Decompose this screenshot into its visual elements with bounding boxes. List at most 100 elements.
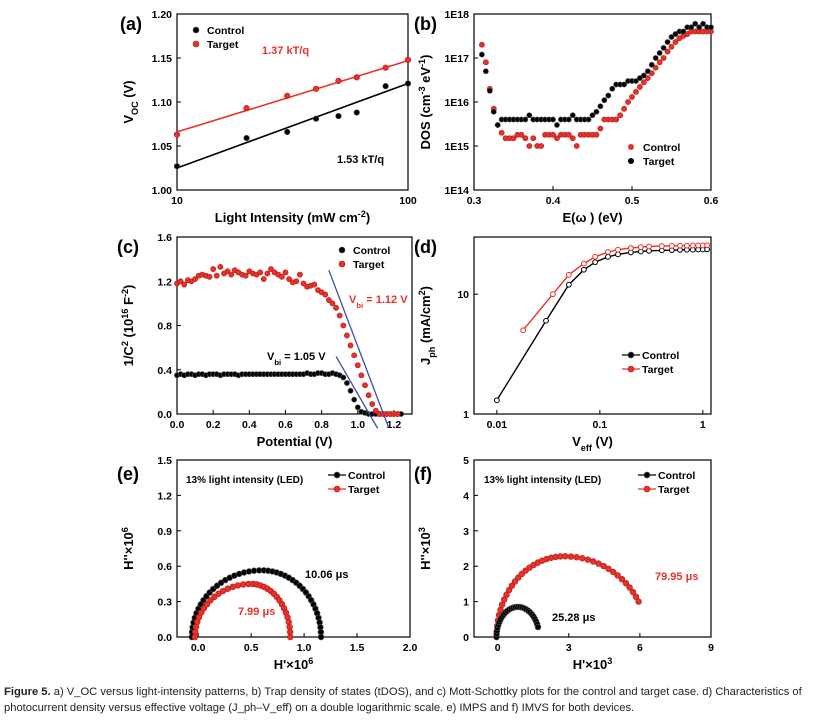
data-point-target <box>351 352 358 359</box>
data-point-target <box>365 392 372 399</box>
data-point-target <box>658 243 665 249</box>
panel-label: (b) <box>414 14 437 34</box>
data-point-target <box>210 266 217 272</box>
y-tick-label: 0.6 <box>157 561 172 573</box>
panel-b-tdos: 0.3 0.4 0.5 0.6 1E14 1E15 1E16 1E17 1E18 (b) E(ω )… <box>414 9 718 225</box>
data-point-control <box>656 50 663 56</box>
data-point-control <box>354 404 361 411</box>
data-point-target <box>333 304 339 311</box>
x-tick-label: 9 <box>708 642 714 654</box>
fit-line-target <box>328 269 390 428</box>
y-tick-label: 0.4 <box>157 365 172 377</box>
y-axis-label: 1/C2 (1016 F-2) <box>120 285 136 367</box>
panel-e-imps: 0.0 0.5 1.0 1.5 2.0 0.0 0.3 0.6 0.9 1.2 1.5 (e) H'×1… <box>117 455 417 672</box>
data-point-control <box>580 266 587 273</box>
x-tick-label: 1.0 <box>297 642 312 654</box>
y-tick-label: 1.5 <box>157 455 172 467</box>
data-point-target <box>335 77 342 84</box>
y-tick-label: 10 <box>457 289 469 301</box>
data-point-target <box>567 553 575 560</box>
data-point-target <box>615 246 621 253</box>
data-point-target <box>239 581 247 588</box>
x-axis-label: Light Intensity (mW cm-2) <box>215 209 370 225</box>
data-point-control <box>565 281 572 288</box>
x-tick-label: 3 <box>566 642 572 654</box>
y-tick-label: 0.0 <box>157 632 172 644</box>
data-point-control <box>534 623 542 631</box>
data-point-target <box>672 39 679 45</box>
y-axis-label: DOS (cm-3 eV-1) <box>417 55 433 150</box>
y-tick-label: 0.8 <box>157 321 172 333</box>
data-point-target <box>668 43 675 50</box>
data-point-target <box>311 281 318 288</box>
x-tick-label: 0.5 <box>244 642 259 654</box>
caption-text: a) V_OC versus light-intensity patterns,… <box>4 686 802 714</box>
x-tick-label: 2.0 <box>403 642 418 654</box>
data-point-target <box>312 85 320 92</box>
data-point-control <box>494 122 501 128</box>
y-tick-label: 3 <box>463 526 469 538</box>
data-point-control <box>522 116 529 123</box>
data-point-target <box>213 272 220 279</box>
x-tick-label: 0.6 <box>704 195 719 207</box>
data-point-target <box>629 588 637 596</box>
data-point-target <box>228 271 235 278</box>
legend-marker <box>628 144 634 150</box>
data-point-target <box>284 92 291 99</box>
data-point-target <box>206 273 213 280</box>
data-point-target <box>372 407 379 414</box>
data-point-target <box>177 278 184 285</box>
data-point-target <box>530 135 537 142</box>
data-point-control <box>353 109 360 116</box>
data-point-target <box>683 242 690 249</box>
x-tick-label: 0.01 <box>487 419 508 431</box>
annotation: 13% light intensity (LED) <box>186 475 303 486</box>
annotation: Vbi = 1.05 V <box>267 351 326 367</box>
x-axis-label: Potential (V) <box>257 434 333 449</box>
data-point-target <box>677 242 683 249</box>
y-tick-label: 5 <box>463 455 469 467</box>
y-tick-label: 2 <box>463 561 469 573</box>
data-point-target <box>293 278 300 285</box>
data-point-target <box>625 99 631 105</box>
data-point-control <box>592 259 599 266</box>
data-point-control <box>700 20 706 27</box>
data-point-target <box>689 242 696 249</box>
panel-c-mott-schottky: 0.0 0.2 0.4 0.6 0.8 1.0 1.2 0.0 0.4 0.8 1.2 1.6 (c) P… <box>117 232 413 449</box>
panel-d-jph-veff: 0.01 0.1 1 1 10 (d) Veff (V) Jph (mA/cm2) Contro… <box>414 236 712 453</box>
data-point-target <box>478 41 485 48</box>
y-tick-label: 1E16 <box>444 97 469 109</box>
y-tick-label: 1E17 <box>444 53 469 65</box>
data-point-target <box>593 131 600 138</box>
y-tick-label: 1.2 <box>157 276 172 288</box>
data-point-control <box>648 61 655 68</box>
data-point-target <box>569 135 576 142</box>
panel-f-imvs: 0 3 6 9 0 1 2 3 4 5 (f) H'×103 H''×103 13% light inte… <box>414 455 714 672</box>
data-point-target <box>704 242 711 249</box>
data-point-target <box>482 59 489 66</box>
data-point-target <box>340 322 347 329</box>
data-point-target <box>344 332 350 339</box>
x-axis-label: H'×103 <box>573 656 613 672</box>
legend-marker-control <box>333 471 341 479</box>
x-axis-label: Veff (V) <box>572 434 613 453</box>
fit-line-target <box>176 59 409 133</box>
x-tick-label: 0.2 <box>206 419 221 431</box>
data-point-target <box>646 243 652 250</box>
data-point-target <box>522 135 529 142</box>
panel-label: (f) <box>414 464 432 484</box>
data-point-control <box>601 97 608 104</box>
data-point-target <box>394 411 401 417</box>
data-point-control <box>543 317 549 324</box>
fit-line-control <box>176 82 409 169</box>
data-point-control <box>664 39 671 45</box>
data-point-target <box>614 572 621 579</box>
legend-marker <box>628 158 634 164</box>
data-point-control <box>615 251 621 258</box>
panel-label: (d) <box>414 237 437 257</box>
data-point-target <box>354 362 361 369</box>
y-tick-label: 4 <box>463 490 469 502</box>
x-tick-label: 0.5 <box>625 195 640 207</box>
x-axis-label: H'×106 <box>274 656 314 672</box>
